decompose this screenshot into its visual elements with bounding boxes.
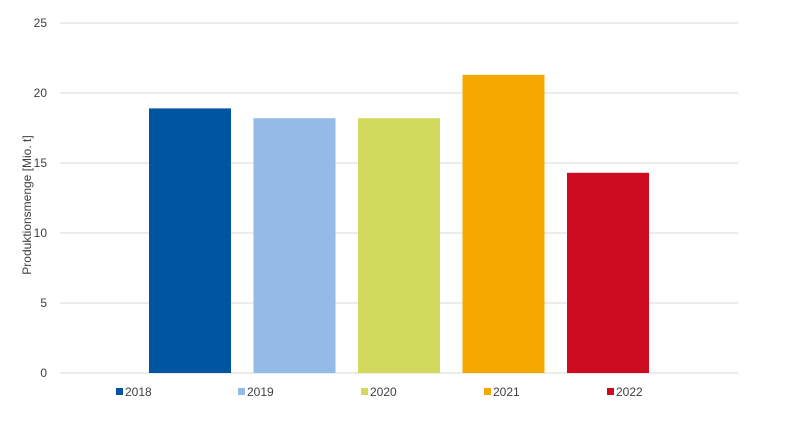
legend-label-2018: 2018 xyxy=(125,385,152,399)
y-tick-labels: 0 5 10 15 20 25 xyxy=(34,16,48,380)
legend-label-2022: 2022 xyxy=(616,385,643,399)
legend-item-2022: 2022 xyxy=(607,385,643,399)
legend-label-2019: 2019 xyxy=(247,385,274,399)
bars-layer xyxy=(149,74,649,374)
legend-label-2020: 2020 xyxy=(370,385,397,399)
legend-item-2019: 2019 xyxy=(238,385,274,399)
legend-item-2018: 2018 xyxy=(116,385,152,399)
bar-2018 xyxy=(149,108,231,374)
legend-label-2021: 2021 xyxy=(493,385,520,399)
y-tick-label-20: 20 xyxy=(34,86,48,100)
y-tick-label-25: 25 xyxy=(34,16,48,30)
y-tick-label-0: 0 xyxy=(40,366,47,380)
y-tick-label-15: 15 xyxy=(34,156,48,170)
legend-swatch-2021 xyxy=(484,388,491,395)
legend-swatch-2019 xyxy=(238,388,245,395)
legend-item-2021: 2021 xyxy=(484,385,520,399)
legend-swatch-2018 xyxy=(116,388,123,395)
bar-2020 xyxy=(358,118,440,373)
legend: 2018 2019 2020 2021 2022 xyxy=(116,385,643,399)
bar-2021 xyxy=(462,74,545,374)
bar-2022 xyxy=(567,172,649,373)
legend-swatch-2020 xyxy=(361,388,368,395)
y-axis-title: Produktionsmenge [Mio. t] xyxy=(20,135,34,274)
legend-item-2020: 2020 xyxy=(361,385,397,399)
legend-swatch-2022 xyxy=(607,388,614,395)
bar-2019 xyxy=(253,118,336,373)
y-tick-label-5: 5 xyxy=(40,296,47,310)
y-tick-label-10: 10 xyxy=(34,226,48,240)
